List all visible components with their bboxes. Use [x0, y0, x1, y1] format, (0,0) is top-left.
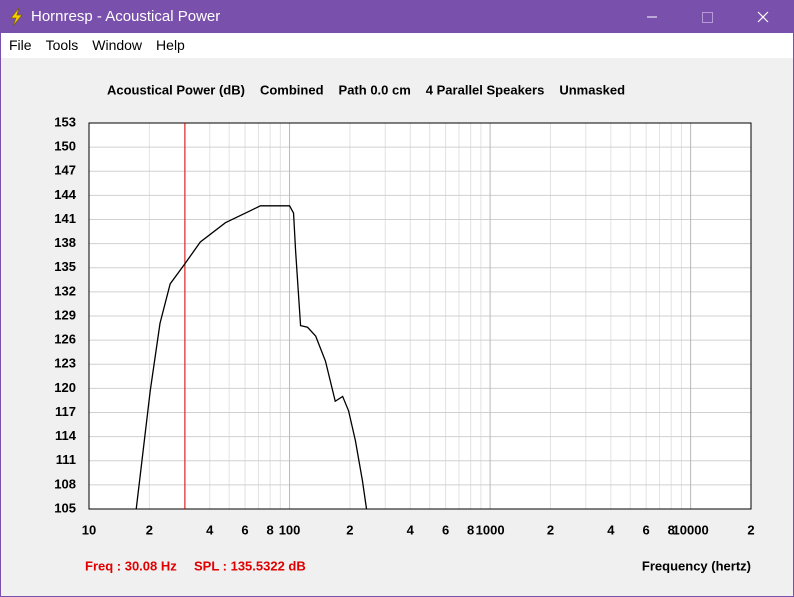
- x-tick-label: 6: [643, 522, 650, 537]
- x-tick-label: 10: [82, 522, 96, 537]
- y-tick-label: 144: [54, 187, 76, 202]
- y-tick-label: 147: [54, 163, 76, 178]
- x-axis-label: Frequency (hertz): [642, 558, 751, 573]
- status-freq: Freq : 30.08 Hz: [85, 558, 177, 573]
- chart: Acoustical Power (dB) Combined Path 0.0 cm…: [54, 82, 754, 573]
- y-tick-label: 120: [54, 380, 76, 395]
- x-tick-label: 6: [442, 522, 449, 537]
- y-tick-label: 129: [54, 307, 76, 322]
- window-title: Hornresp - Acoustical Power: [31, 8, 221, 25]
- window-controls[interactable]: [623, 1, 793, 33]
- x-tick-label: 4: [607, 522, 615, 537]
- data-line: [135, 205, 368, 509]
- y-tick-label: 111: [56, 452, 76, 467]
- app-icon: [10, 7, 23, 27]
- x-tick-label: 8: [668, 522, 675, 537]
- y-tick-label: 150: [54, 139, 76, 154]
- y-tick-label: 126: [54, 332, 76, 347]
- y-tick-label: 138: [54, 235, 76, 250]
- y-tick-label: 153: [54, 114, 76, 129]
- y-tick-label: 108: [54, 476, 76, 491]
- x-tick-label: 1000: [476, 522, 505, 537]
- menu-item[interactable]: Tools: [45, 37, 79, 53]
- x-tick-label: 2: [146, 522, 153, 537]
- chart-title: 4 Parallel Speakers: [426, 82, 545, 97]
- menu-bar: File Tools Window Help: [1, 33, 793, 58]
- chart-title: Path 0.0 cm: [339, 82, 411, 97]
- y-tick-label: 135: [54, 259, 76, 274]
- menu-item[interactable]: File: [9, 37, 32, 53]
- y-tick-label: 114: [55, 428, 77, 443]
- chart-title: Combined: [260, 82, 324, 97]
- x-tick-label: 8: [467, 522, 474, 537]
- x-tick-label: 2: [547, 522, 554, 537]
- chart-title: Unmasked: [559, 82, 625, 97]
- y-tick-label: 105: [54, 500, 76, 515]
- x-tick-label: 2: [346, 522, 353, 537]
- y-tick-label: 123: [54, 356, 76, 371]
- x-tick-label: 2: [747, 522, 754, 537]
- x-tick-label: 6: [241, 522, 248, 537]
- menu-item[interactable]: Window: [92, 37, 143, 53]
- x-tick-label: 10000: [673, 522, 709, 537]
- menu-item[interactable]: Help: [156, 37, 185, 53]
- chart-title: Acoustical Power (dB): [107, 82, 245, 97]
- y-tick-label: 117: [55, 404, 76, 419]
- title-bar: Hornresp - Acoustical Power: [1, 1, 793, 33]
- x-tick-label: 8: [266, 522, 273, 537]
- y-tick-label: 132: [54, 283, 76, 298]
- x-tick-label: 100: [279, 522, 301, 537]
- status-spl: SPL : 135.5322 dB: [194, 558, 306, 573]
- y-tick-label: 141: [54, 211, 76, 226]
- x-tick-label: 4: [206, 522, 214, 537]
- plot-border: [88, 122, 752, 510]
- x-tick-label: 4: [407, 522, 415, 537]
